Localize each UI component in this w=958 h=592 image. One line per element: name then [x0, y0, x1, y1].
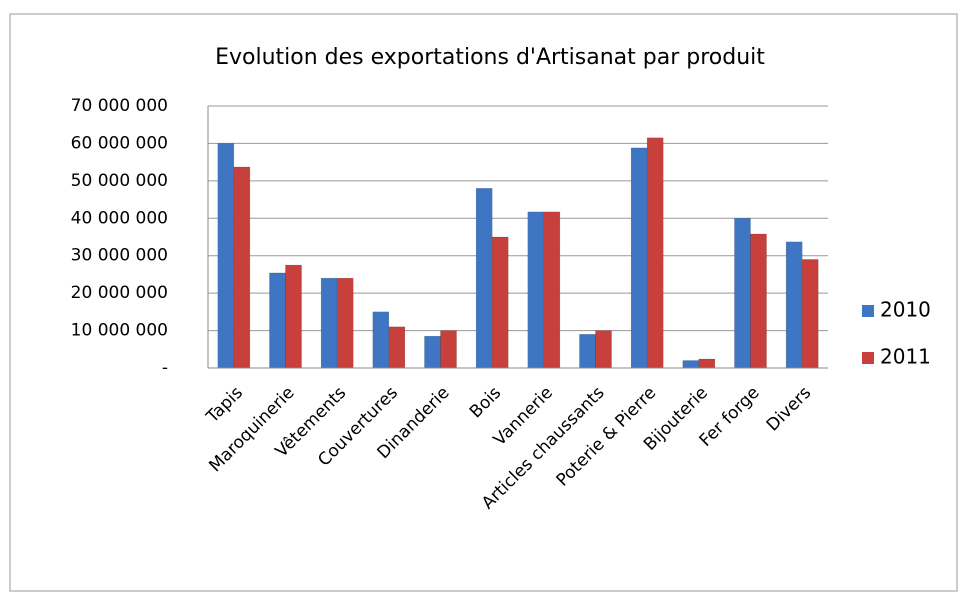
bar	[801, 259, 819, 369]
y-tick-label: 70 000 000	[71, 96, 168, 116]
bar	[682, 360, 700, 369]
bar	[646, 137, 664, 369]
y-tick-label: 60 000 000	[71, 133, 168, 153]
chart-title: Evolution des exportations d'Artisanat p…	[215, 45, 765, 70]
y-tick-label: 30 000 000	[71, 246, 168, 266]
bar	[269, 272, 286, 369]
bar	[217, 143, 235, 369]
bar	[785, 241, 803, 369]
bar	[595, 330, 612, 369]
legend-label: 2011	[880, 345, 931, 369]
bar	[630, 147, 648, 369]
y-tick-label: 20 000 000	[71, 283, 168, 303]
bar	[285, 264, 302, 369]
y-tick-label: 10 000 000	[71, 321, 168, 341]
bar	[543, 211, 561, 369]
bar	[388, 326, 406, 369]
bar	[527, 211, 545, 369]
bar	[491, 236, 509, 369]
bar	[475, 188, 493, 369]
legend-swatch	[862, 305, 874, 317]
bar	[579, 334, 596, 369]
bar	[424, 335, 441, 369]
legend-swatch	[862, 352, 874, 364]
y-tick-label: 50 000 000	[71, 171, 168, 191]
bar	[734, 218, 751, 369]
bar	[750, 233, 767, 369]
legend-label: 2010	[880, 298, 931, 322]
bar	[336, 277, 354, 369]
bar	[233, 166, 251, 369]
y-tick-label: 40 000 000	[71, 208, 168, 228]
bar	[698, 358, 716, 369]
bar	[320, 277, 338, 369]
bar	[372, 311, 390, 369]
y-tick-label: -	[162, 358, 168, 378]
bar	[440, 330, 457, 369]
